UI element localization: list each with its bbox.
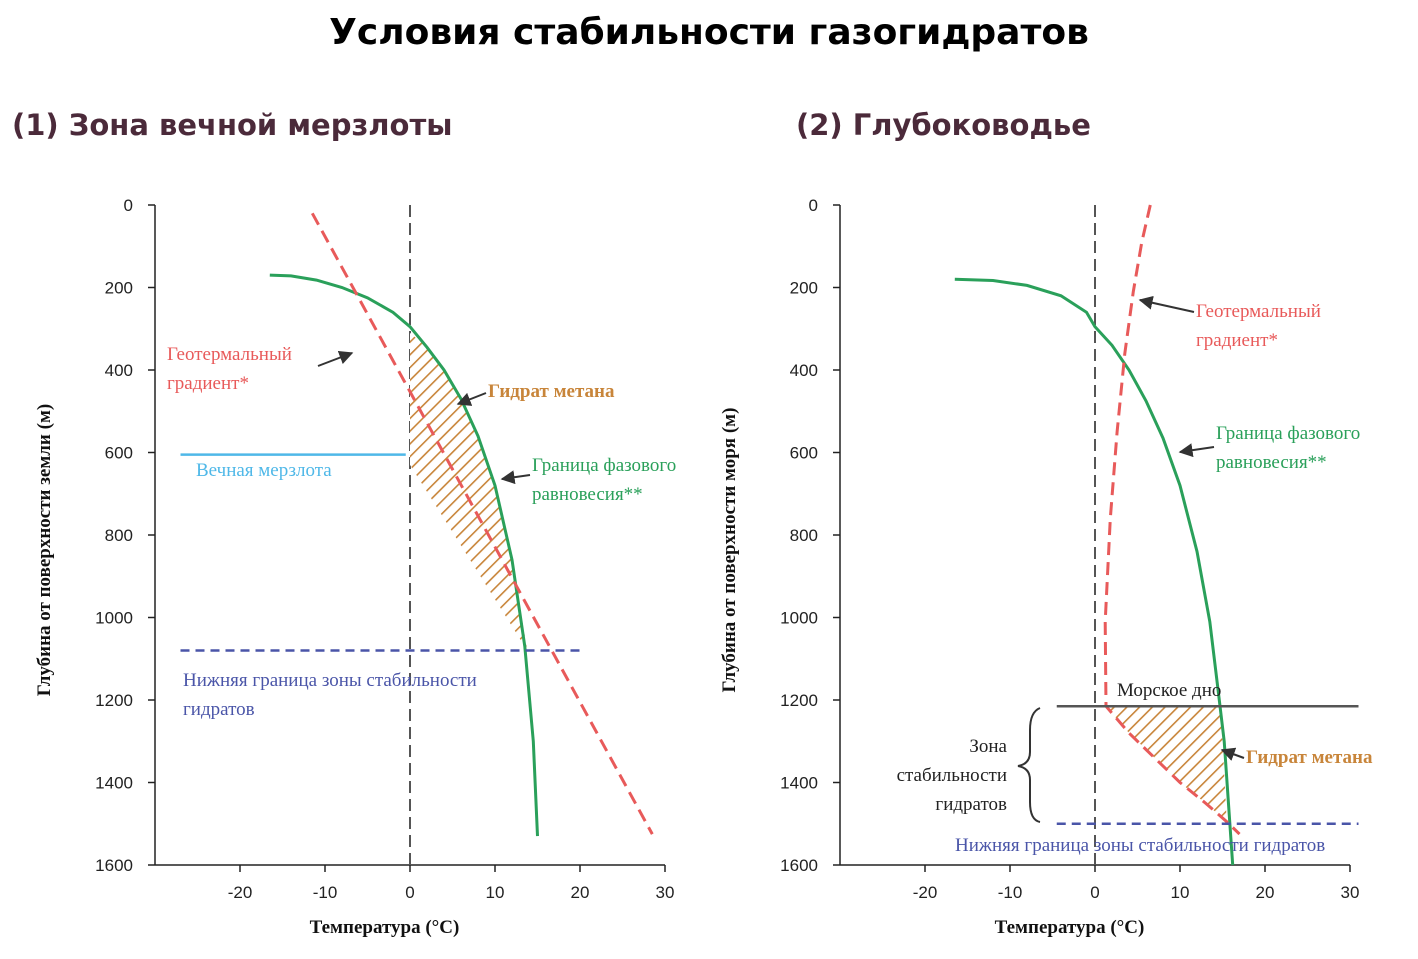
x-axis-label: Температура (°C)	[310, 917, 460, 938]
x-tick-label: 30	[656, 883, 675, 902]
y-tick-label: 1000	[95, 609, 133, 628]
y-axis-label: Глубина от поверхности земли (м)	[34, 404, 55, 696]
geotherm-label: градиент*	[167, 373, 249, 394]
y-axis-label: Глубина от поверхности моря (м)	[719, 408, 740, 693]
x-tick-label: -10	[998, 883, 1023, 902]
x-tick-label: -20	[228, 883, 253, 902]
y-tick-label: 600	[790, 444, 818, 463]
geotherm-label: Геотермальный	[1196, 301, 1321, 322]
zone-label: Зона	[969, 736, 1007, 757]
geotherm-arrow	[317, 350, 354, 367]
phase-label: равновесия**	[532, 484, 643, 505]
y-tick-label: 1400	[780, 774, 818, 793]
x-axis-label: Температура (°C)	[995, 917, 1145, 938]
geothermal-gradient-line	[310, 212, 654, 835]
phase-arrow	[500, 470, 531, 485]
permafrost-label: Вечная мерзлота	[196, 460, 332, 481]
x-tick-label: -20	[913, 883, 938, 902]
x-tick-label: 10	[486, 883, 505, 902]
hydrate-zone	[410, 332, 528, 651]
y-tick-label: 600	[105, 444, 133, 463]
y-tick-label: 200	[105, 279, 133, 298]
y-tick-label: 1400	[95, 774, 133, 793]
hydrate-arrow	[456, 392, 487, 406]
chart-deepwater: 0 200 400 600 800 1000 1200 1400 1600 -20 -10 0 10 20…	[719, 196, 1373, 938]
zone-label: стабильности	[897, 765, 1007, 786]
x-tick-label: 0	[405, 883, 414, 902]
x-tick-label: -10	[313, 883, 338, 902]
hydrate-zone	[1106, 706, 1227, 822]
y-tick-label: 1600	[95, 856, 133, 875]
y-tick-label: 800	[105, 526, 133, 545]
chart-permafrost: 0 200 400 600 800 1000 1200 1400 1600 -20 -10 0 10 20…	[34, 196, 676, 938]
y-tick-label: 400	[790, 361, 818, 380]
phase-label: Граница фазового	[1216, 423, 1360, 444]
x-tick-label: 30	[1341, 883, 1360, 902]
y-tick-label: 1200	[780, 691, 818, 710]
bsr-label: Нижняя граница зоны стабильности	[183, 670, 477, 691]
y-tick-label: 200	[790, 279, 818, 298]
main-title: Условия стабильности газогидратов	[329, 12, 1089, 53]
phase-label: равновесия**	[1216, 452, 1327, 473]
panel-1-title: (1) Зона вечной мерзлоты	[12, 108, 453, 142]
y-tick-label: 0	[809, 196, 818, 215]
phase-arrow	[1178, 443, 1215, 458]
bsr-label: гидратов	[183, 699, 255, 720]
hydrate-label: Гидрат метана	[488, 381, 615, 402]
x-tick-label: 10	[1171, 883, 1190, 902]
seafloor-label: Морское дно	[1117, 680, 1221, 701]
geotherm-arrow	[1138, 295, 1195, 313]
geotherm-label: Геотермальный	[167, 344, 292, 365]
y-tick-label: 1200	[95, 691, 133, 710]
geotherm-label: градиент*	[1196, 330, 1278, 351]
x-tick-label: 20	[571, 883, 590, 902]
x-tick-label: 20	[1256, 883, 1275, 902]
y-tick-label: 1600	[780, 856, 818, 875]
y-tick-label: 0	[124, 196, 133, 215]
geothermal-gradient-line	[1103, 204, 1241, 836]
hydrate-label: Гидрат метана	[1246, 747, 1373, 768]
panel-2-title: (2) Глубоководье	[796, 108, 1091, 142]
y-tick-label: 1000	[780, 609, 818, 628]
hydrate-arrow	[1220, 747, 1245, 761]
phase-boundary-line	[954, 277, 1235, 866]
phase-boundary-line	[269, 273, 539, 837]
x-tick-label: 0	[1090, 883, 1099, 902]
y-tick-label: 400	[105, 361, 133, 380]
bsr-label: Нижняя граница зоны стабильности гидрато…	[955, 835, 1325, 856]
phase-label: Граница фазового	[532, 455, 676, 476]
zone-brace	[1017, 707, 1041, 823]
y-tick-label: 800	[790, 526, 818, 545]
zone-label: гидратов	[935, 794, 1007, 815]
